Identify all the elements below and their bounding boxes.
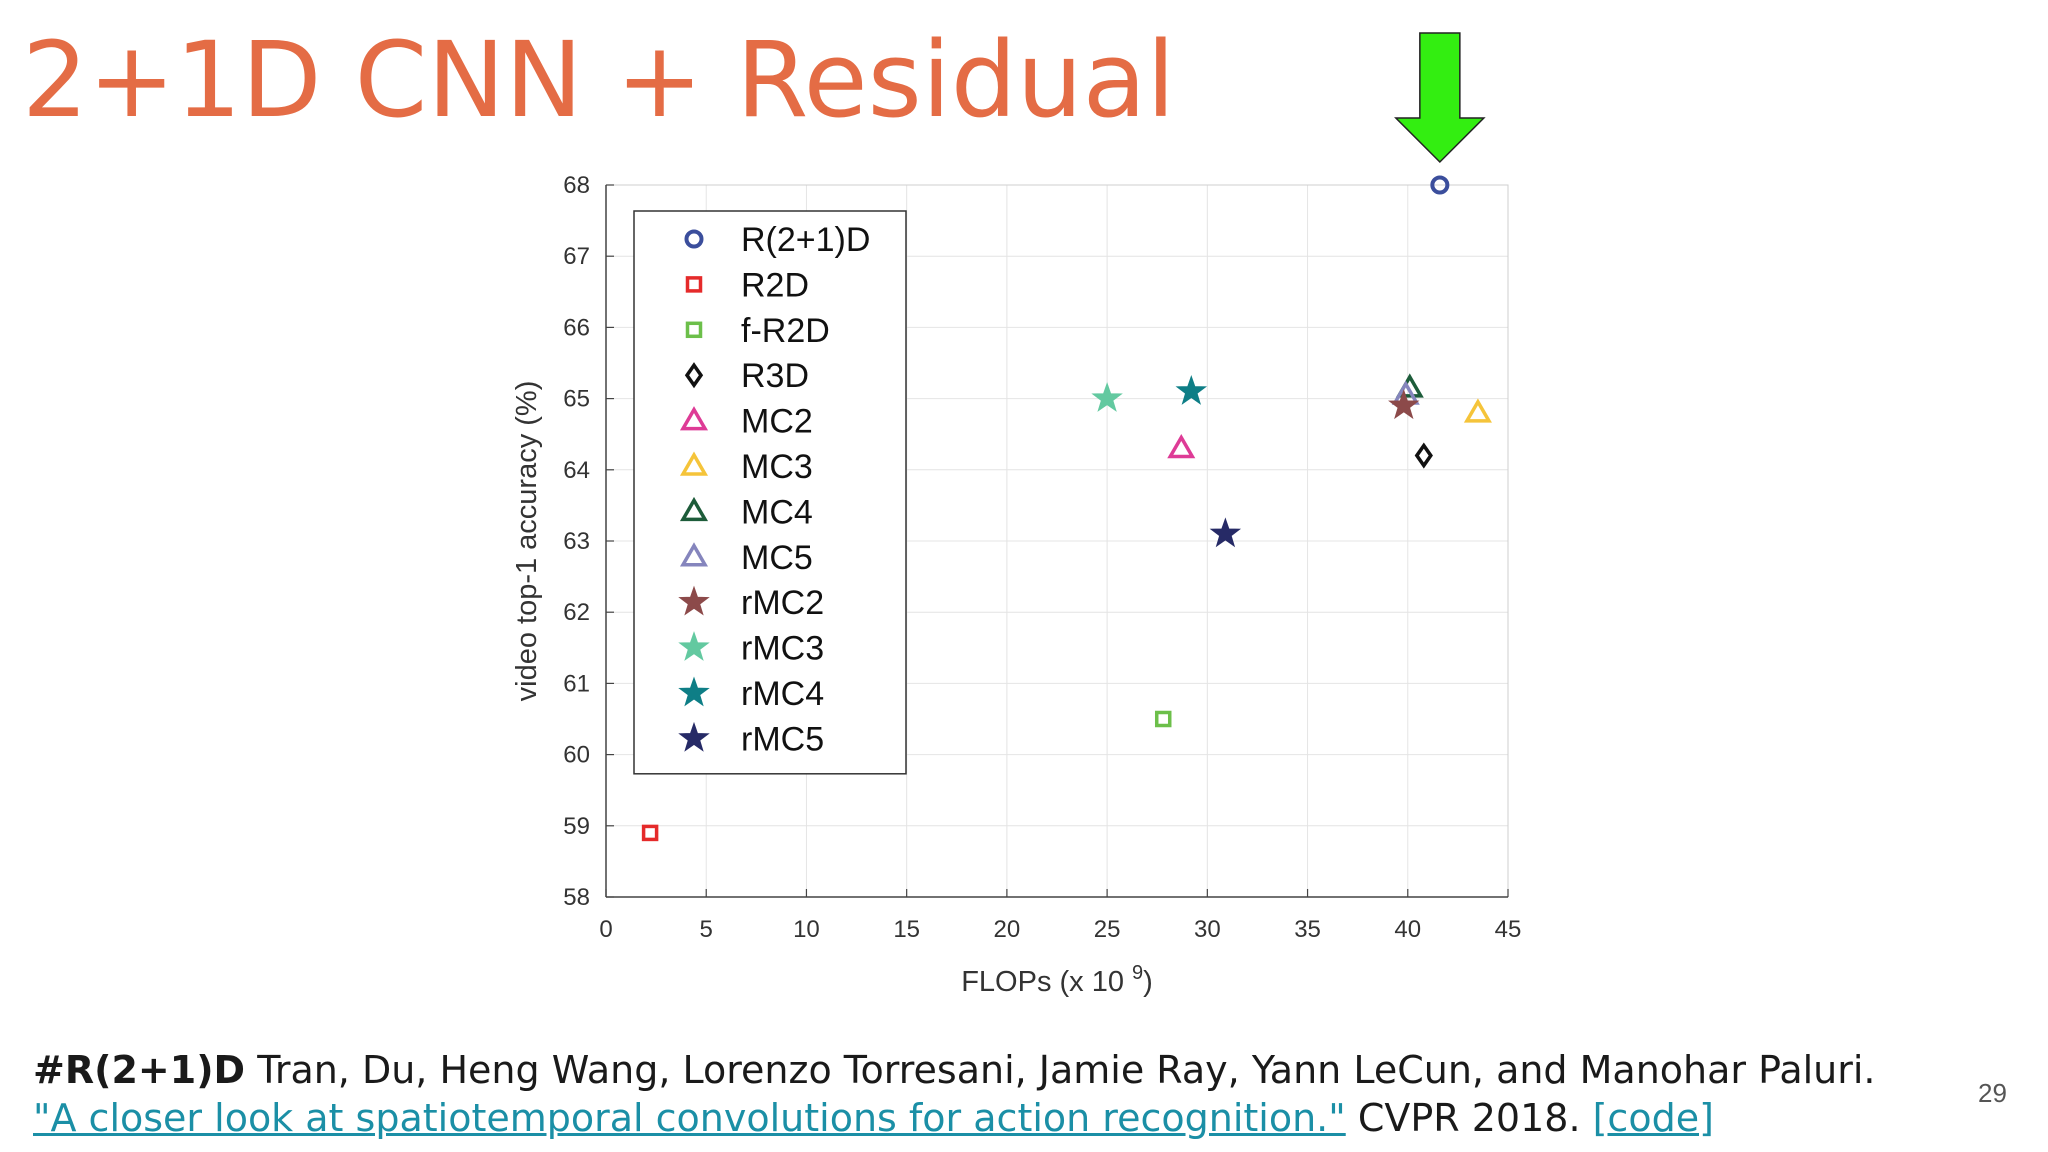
x-tick-label: 20 [994,916,1021,943]
point-r2d [641,824,659,842]
legend-r2d-label: R2D [741,266,809,304]
legend-rmc3-label: rMC3 [741,630,824,668]
point-mc3 [1463,398,1492,423]
legend-mc5-marker [679,542,709,567]
point-rmc4 [1175,374,1208,405]
legend: R(2+1)D R2D f-R2D R3D MC2 MC3 MC4 MC5 rMC2 rMC3 rM… [633,210,907,775]
legend-f-r2d-marker [685,321,703,339]
legend-mc3-label: MC3 [741,448,813,486]
legend-r2d-marker [685,276,703,293]
down-arrow-icon [1394,32,1486,164]
legend-mc2-label: MC2 [741,403,813,441]
x-tick-label: 10 [793,916,820,943]
legend-r3d-label: R3D [741,357,809,395]
x-tick-label: 5 [700,916,713,943]
x-axis-label-exponent: 9 [1132,962,1143,984]
citation: #R(2+1)D Tran, Du, Heng Wang, Lorenzo To… [33,1046,1893,1142]
x-tick-label: 45 [1495,916,1522,943]
legend-mc4-label: MC4 [741,493,813,531]
legend-rmc5-marker [678,721,710,752]
y-tick-label: 66 [563,314,590,341]
point-rmc5 [1209,517,1242,548]
legend-r3d-marker [684,362,704,389]
legend-rmc3-marker [678,631,710,661]
citation-tag: #R(2+1)D [33,1048,246,1092]
y-axis-label: video top-1 accuracy (%) [511,381,543,702]
x-tick-label: 30 [1194,916,1221,943]
legend-rmc2-marker [678,585,710,616]
legend-rmc4-label: rMC4 [741,675,824,713]
x-tick-label: 40 [1394,916,1421,943]
y-tick-label: 61 [563,670,590,697]
y-tick-label: 62 [563,599,590,626]
x-axis-label: FLOPs (x 10 9) [961,962,1153,998]
y-axis-ticks: 58 59 60 61 62 63 64 65 66 67 68 [563,172,614,911]
x-tick-label: 15 [893,916,920,943]
paper-link[interactable]: "A closer look at spatiotemporal convolu… [33,1096,1346,1140]
y-tick-label: 59 [563,813,590,840]
legend-r-2-1-d-label: R(2+1)D [741,221,870,259]
data-points [641,175,1492,842]
citation-authors: Tran, Du, Heng Wang, Lorenzo Torresani, … [245,1048,1876,1092]
point-mc2 [1167,433,1196,459]
y-tick-label: 65 [563,386,590,413]
legend-mc3-marker [679,451,709,476]
x-axis-label-close: ) [1143,966,1153,998]
legend-rmc2-label: rMC2 [741,584,824,622]
x-tick-label: 0 [599,916,612,943]
x-axis-label-main: FLOPs (x 10 [961,966,1124,998]
point-f-r2d [1154,710,1172,728]
y-tick-label: 67 [563,243,590,270]
point-rmc3 [1091,382,1123,412]
legend-r-2-1-d-marker [684,229,704,249]
x-tick-label: 35 [1294,916,1321,943]
legend-f-r2d-label: f-R2D [741,312,830,350]
legend-mc5-label: MC5 [741,539,813,577]
legend-mc2-marker [679,406,709,431]
legend-box [633,210,907,775]
legend-rmc5-label: rMC5 [741,720,824,758]
point-rmc2 [1388,389,1420,420]
legend-rmc4-marker [678,676,710,707]
point-r3d [1414,442,1433,469]
y-tick-label: 60 [563,742,590,769]
code-link[interactable]: [code] [1592,1096,1714,1140]
citation-venue: CVPR 2018. [1345,1096,1593,1140]
legend-mc4-marker [679,496,709,522]
point-r-2-1-d [1430,175,1450,195]
x-axis-ticks: 0 5 10 15 20 25 30 35 40 45 [599,889,1521,943]
y-tick-label: 63 [563,528,590,555]
slide-title: 2+1D CNN + Residual [22,19,1176,141]
y-tick-label: 68 [563,172,590,199]
y-tick-label: 64 [563,457,590,484]
page-number: 29 [1978,1078,2007,1108]
y-tick-label: 58 [563,884,590,911]
x-tick-label: 25 [1094,916,1121,943]
